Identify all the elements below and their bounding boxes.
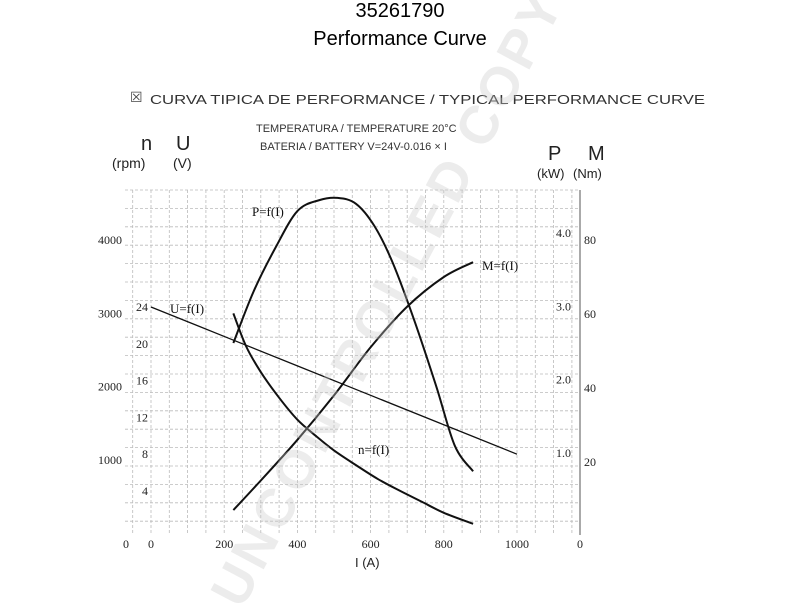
n-tick-label: 3000 — [98, 306, 122, 320]
curves — [150, 196, 518, 525]
page-title: Performance Curve — [313, 28, 487, 50]
u-tick-label: 4 — [142, 484, 148, 498]
series-line-u — [150, 306, 518, 455]
n-tick-label: 4000 — [98, 233, 122, 247]
p-axis-unit: (kW) — [537, 166, 564, 181]
u-axis-unit: (V) — [173, 155, 192, 171]
part-number: 35261790 — [355, 0, 445, 22]
typical-curve-icon: ☒ — [130, 89, 143, 105]
u-tick-label: 8 — [142, 447, 148, 461]
p-tick-label: 4.0 — [556, 226, 571, 240]
x-tick-label: 1000 — [505, 537, 529, 551]
n-axis-symbol: n — [141, 133, 152, 155]
x-axis-label: I (A) — [355, 555, 380, 570]
u-tick-label: 16 — [136, 374, 148, 388]
u-tick-label: 20 — [136, 337, 148, 351]
temperature-label: TEMPERATURA / TEMPERATURE 20°C — [256, 123, 457, 135]
n-tick-label: 1000 — [98, 453, 122, 467]
series-line-n — [232, 313, 474, 525]
n-axis-zero: 0 — [123, 537, 129, 551]
grid — [125, 189, 581, 535]
x-tick-label: 600 — [362, 537, 380, 551]
n-axis-unit: (rpm) — [112, 155, 145, 171]
x-tick-label: 400 — [288, 537, 306, 551]
m-tick-label: 60 — [584, 307, 596, 321]
series-label-u: U=f(I) — [170, 301, 204, 316]
series-line-p — [232, 196, 474, 472]
p-tick-label: 2.0 — [556, 373, 571, 387]
p-tick-label: 1.0 — [556, 446, 571, 460]
m-tick-label: 20 — [584, 455, 596, 469]
series-label-n: n=f(I) — [358, 442, 389, 457]
p-axis-symbol: P — [548, 143, 561, 165]
series-line-m — [232, 261, 474, 511]
u-axis-symbol: U — [176, 133, 190, 155]
performance-chart: 0 200 400 600 800 1000 0 0 1000 2000 3000 4000 4 8 12 1… — [98, 89, 705, 570]
x-tick-label: 800 — [435, 537, 453, 551]
battery-label: BATERIA / BATTERY V=24V-0.016 × I — [260, 141, 447, 153]
labels: 0 200 400 600 800 1000 0 0 1000 2000 3000 4000 4 8 12 1… — [98, 204, 596, 551]
m-axis-unit: (Nm) — [573, 166, 602, 181]
typical-curve-label: CURVA TIPICA DE PERFORMANCE / TYPICAL PE… — [150, 92, 705, 107]
u-tick-label: 24 — [136, 300, 148, 314]
series-label-m: M=f(I) — [482, 258, 518, 273]
x-tick-label: 0 — [148, 537, 154, 551]
p-axis-zero: 0 — [577, 537, 583, 551]
p-tick-label: 3.0 — [556, 299, 571, 313]
u-tick-label: 12 — [136, 410, 148, 424]
m-tick-label: 80 — [584, 233, 596, 247]
series-label-p: P=f(I) — [252, 204, 284, 219]
m-tick-label: 40 — [584, 381, 596, 395]
x-tick-label: 200 — [215, 537, 233, 551]
m-axis-symbol: M — [588, 143, 605, 165]
n-tick-label: 2000 — [98, 380, 122, 394]
